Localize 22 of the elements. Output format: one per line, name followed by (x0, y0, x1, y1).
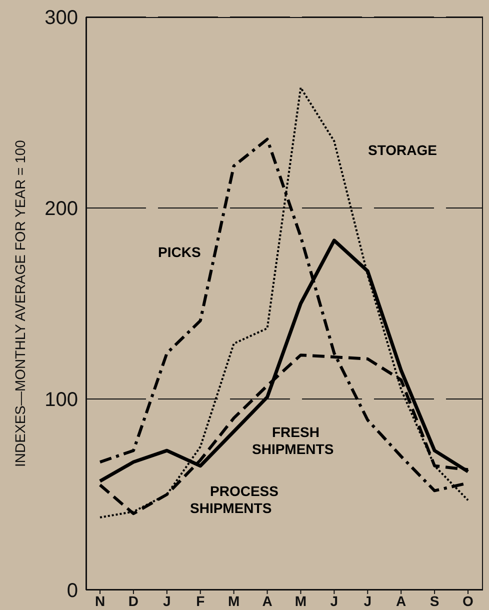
x-tick-label: A (262, 592, 272, 609)
x-tick-label: D (128, 592, 139, 609)
x-tick-label: J (330, 592, 338, 609)
text: STORAGE (368, 142, 437, 159)
x-tick-label: M (294, 592, 307, 609)
series-label: PROCESS SHIPMENTS (190, 483, 278, 517)
y-tick-label: 0 (66, 580, 78, 602)
series-label: FRESH SHIPMENTS (252, 424, 334, 458)
x-tick-label: O (462, 592, 474, 609)
x-tick-label: S (430, 592, 440, 609)
line-series (99, 86, 469, 518)
y-tick-label: 300 (44, 7, 78, 30)
x-tick-label: J (364, 592, 372, 609)
x-tick-label: M (228, 592, 240, 609)
series-label: PICKS (158, 244, 201, 261)
x-tick-label: A (396, 592, 406, 609)
x-tick-label: F (196, 592, 206, 609)
x-tick-label: N (94, 592, 106, 609)
y-axis-title: INDEXES—MONTHLY AVERAGE FOR YEAR = 100 (12, 140, 28, 467)
x-tick-label: J (163, 592, 171, 609)
y-tick-label: 100 (44, 389, 78, 412)
y-tick-label: 200 (44, 198, 78, 220)
